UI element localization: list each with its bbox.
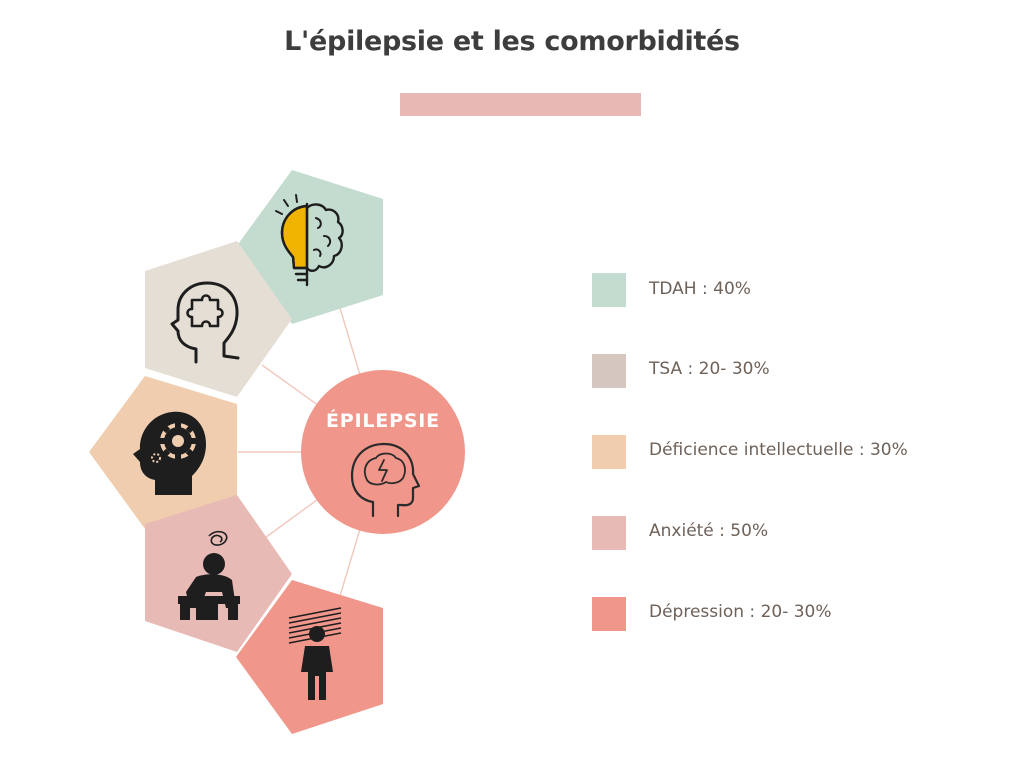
center-label: ÉPILEPSIE	[326, 409, 440, 432]
stressed-person-icon	[178, 530, 240, 620]
brain-lightbulb-icon	[275, 194, 344, 287]
legend-label-deficience: Déficience intellectuelle : 30%	[649, 440, 908, 460]
head-brain-lightning-icon	[350, 442, 421, 518]
legend-swatch-tsa	[592, 354, 626, 388]
legend-label-depression: Dépression : 20- 30%	[649, 602, 832, 622]
pentagon-tdah	[236, 170, 383, 324]
head-gear-icon	[133, 411, 206, 495]
legend-label-tdah: TDAH : 40%	[649, 279, 751, 299]
title-underline-bar	[400, 93, 641, 116]
legend-swatch-tdah	[592, 273, 626, 307]
legend-swatch-anxiete	[592, 516, 626, 550]
center-circle	[301, 370, 465, 534]
legend-label-tsa: TSA : 20- 30%	[649, 359, 770, 379]
legend-swatch-depression	[592, 597, 626, 631]
legend-swatch-deficience	[592, 435, 626, 469]
head-puzzle-icon	[170, 281, 240, 364]
sad-person-icon	[288, 607, 342, 700]
legend-label-anxiete: Anxiété : 50%	[649, 521, 769, 541]
page-title: L'épilepsie et les comorbidités	[284, 26, 740, 57]
